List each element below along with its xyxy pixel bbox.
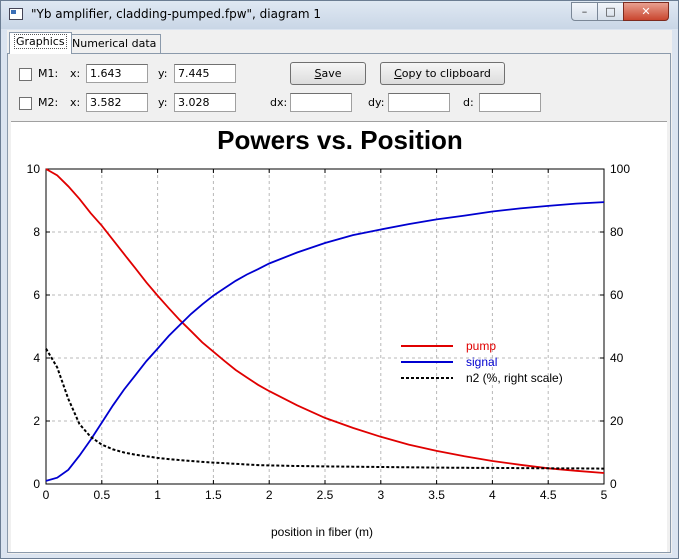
tab-graphics-label: Graphics: [14, 34, 67, 49]
dy-field[interactable]: [388, 93, 450, 112]
tab-graphics[interactable]: Graphics: [9, 32, 72, 54]
y-right-tick-label: 80: [610, 225, 624, 239]
save-button[interactable]: Save: [290, 62, 366, 85]
x-tick-label: 2: [266, 488, 273, 502]
series-n2-line: [45, 348, 605, 470]
tab-numerical-data[interactable]: Numerical data: [67, 34, 162, 53]
x-tick-label: 4.5: [540, 488, 557, 502]
m1-y-field[interactable]: 7.445: [174, 64, 236, 83]
y-left-tick-label: 10: [27, 162, 41, 176]
y-left-tick-label: 2: [33, 414, 40, 428]
y-right-tick-label: 40: [610, 351, 624, 365]
y-right-tick-label: 100: [610, 162, 630, 176]
x-tick-label: 2.5: [317, 488, 334, 502]
y-left-tick-label: 4: [33, 351, 40, 365]
y-right-tick-label: 0: [610, 477, 617, 491]
y-right-tick-label: 60: [610, 288, 624, 302]
y-left-tick-label: 8: [33, 225, 40, 239]
y-left-tick-label: 6: [33, 288, 40, 302]
dy-label: dy:: [368, 96, 385, 109]
legend-entry: n2 (%, right scale): [466, 371, 563, 385]
x-tick-label: 0.5: [93, 488, 110, 502]
graphics-panel: M1: x: 1.643 y: 7.445 M2: x: 3.582 y: 3.…: [7, 53, 671, 553]
legend-entry: pump: [466, 339, 496, 353]
x-tick-label: 1.5: [205, 488, 222, 502]
x-tick-label: 0: [43, 488, 50, 502]
copy-to-clipboard-button[interactable]: Copy to clipboard: [380, 62, 505, 85]
plot-area[interactable]: Powers vs. Position 0 0.5 1 1.5 2 2.5 3 3.5 4 4.5…: [11, 121, 667, 552]
d-label: d:: [463, 96, 474, 109]
copy-accelerator: C: [394, 67, 402, 80]
m1-y-label: y:: [158, 67, 168, 80]
x-tick-label: 4: [489, 488, 496, 502]
maximize-button[interactable]: □: [597, 2, 624, 21]
series-group: [45, 168, 605, 482]
d-field[interactable]: [479, 93, 541, 112]
legend-entry: signal: [466, 355, 497, 369]
m1-checkbox[interactable]: [19, 68, 32, 81]
dx-label: dx:: [270, 96, 288, 109]
window-title: "Yb amplifier, cladding-pumped.fpw", dia…: [31, 7, 322, 21]
y-left-tick-label: 0: [33, 477, 40, 491]
x-tick-label: 1: [154, 488, 161, 502]
x-axis-label: position in fiber (m): [271, 525, 373, 539]
y-right-tick-label: 20: [610, 414, 624, 428]
client-area: Graphics Numerical data M1: x: 1.643 y: …: [7, 30, 672, 554]
x-tick-label: 3.5: [428, 488, 445, 502]
m2-x-label: x:: [70, 96, 81, 109]
chart-svg[interactable]: Powers vs. Position 0 0.5 1 1.5 2 2.5 3 3.5 4 4.5…: [11, 122, 667, 552]
m1-x-label: x:: [70, 67, 81, 80]
m2-x-field[interactable]: 3.582: [86, 93, 148, 112]
m2-y-label: y:: [158, 96, 168, 109]
copy-label: opy to clipboard: [401, 67, 491, 80]
app-icon[interactable]: [9, 8, 23, 20]
series-signal-line: [45, 201, 605, 482]
close-button[interactable]: ✕: [623, 2, 669, 21]
grid: [46, 169, 604, 484]
chart-title: Powers vs. Position: [217, 125, 463, 155]
save-accelerator: S: [314, 67, 322, 80]
save-label: ave: [321, 67, 342, 80]
minimize-button[interactable]: –: [571, 2, 598, 21]
m1-label: M1:: [38, 67, 59, 80]
x-tick-label: 5: [601, 488, 608, 502]
m2-y-field[interactable]: 3.028: [174, 93, 236, 112]
m2-checkbox[interactable]: [19, 97, 32, 110]
x-tick-label: 3: [377, 488, 384, 502]
series-pump-line: [45, 168, 605, 474]
dx-field[interactable]: [290, 93, 352, 112]
title-bar[interactable]: "Yb amplifier, cladding-pumped.fpw", dia…: [1, 1, 678, 29]
m1-x-field[interactable]: 1.643: [86, 64, 148, 83]
m2-label: M2:: [38, 96, 59, 109]
legend: pump signal n2 (%, right scale): [401, 339, 563, 385]
axes: [45, 168, 605, 485]
tab-numerical-data-label: Numerical data: [72, 37, 157, 50]
